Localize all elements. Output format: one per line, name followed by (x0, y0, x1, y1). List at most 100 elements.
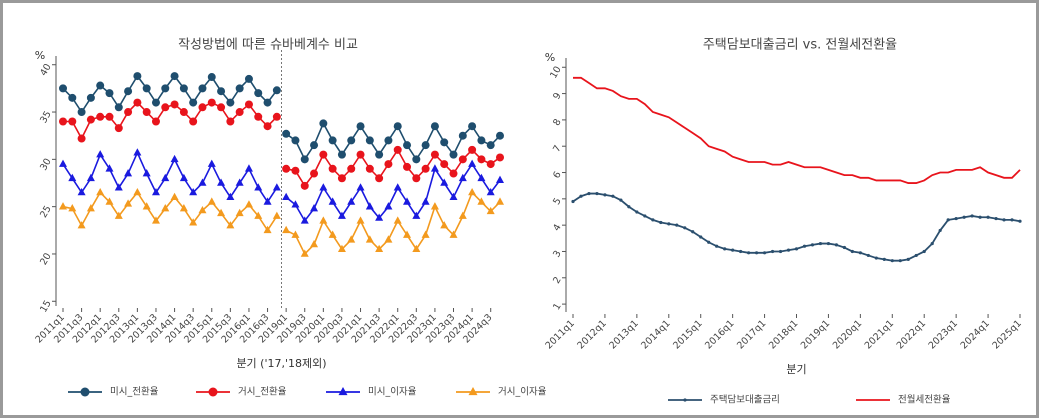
marker (105, 164, 114, 172)
marker (179, 204, 188, 212)
marker (675, 223, 679, 227)
marker (571, 199, 575, 204)
marker (930, 241, 934, 246)
marker (319, 216, 328, 224)
marker (421, 230, 430, 238)
marker (300, 216, 309, 224)
marker (59, 117, 67, 126)
marker (254, 112, 263, 121)
marker (282, 164, 291, 173)
marker (347, 235, 356, 243)
marker (496, 131, 504, 140)
marker (486, 206, 495, 215)
marker (365, 164, 374, 173)
marker (477, 155, 486, 164)
marker (272, 183, 281, 191)
marker (850, 249, 854, 254)
y-tick-label: 8 (551, 117, 564, 128)
marker (882, 257, 886, 261)
marker (86, 173, 95, 182)
y-tick-label: 1 (551, 301, 564, 312)
marker (986, 215, 990, 219)
marker (337, 244, 346, 253)
marker (86, 115, 95, 124)
legend-label: 미시_이자율 (368, 387, 417, 398)
marker (683, 398, 687, 402)
marker (151, 98, 160, 107)
marker (651, 218, 655, 222)
marker (189, 117, 198, 126)
marker (226, 192, 235, 200)
marker (906, 257, 910, 261)
marker (356, 122, 365, 131)
marker (310, 141, 319, 150)
marker (874, 256, 878, 260)
marker (430, 202, 439, 210)
y-tick-label: 9 (551, 91, 564, 102)
legend-label: 거시_전환율 (238, 386, 287, 398)
marker (365, 136, 374, 145)
y-axis-label: % (545, 51, 555, 64)
marker (96, 150, 105, 158)
marker (619, 198, 623, 202)
marker (96, 81, 105, 90)
marker (77, 187, 86, 196)
marker (254, 183, 263, 191)
marker (207, 159, 216, 167)
marker (922, 249, 926, 254)
marker (217, 87, 226, 96)
marker (384, 235, 393, 243)
marker (603, 193, 607, 197)
marker (403, 141, 412, 150)
marker (770, 249, 775, 254)
marker (217, 208, 226, 217)
marker (1018, 219, 1022, 223)
marker (393, 145, 402, 154)
marker (347, 136, 356, 145)
series-line (573, 76, 1021, 184)
y-tick-label: 4 (551, 222, 564, 233)
marker (272, 86, 281, 95)
marker (105, 89, 114, 98)
marker (778, 249, 783, 254)
marker (731, 248, 735, 252)
marker (842, 245, 846, 250)
marker (421, 141, 430, 150)
series-line (62, 150, 278, 204)
marker (611, 194, 615, 198)
marker (970, 214, 974, 218)
marker (254, 89, 263, 98)
marker (170, 100, 179, 109)
marker (133, 98, 142, 107)
marker (319, 119, 328, 128)
marker (393, 183, 402, 191)
marker (866, 253, 870, 258)
marker (699, 235, 703, 239)
marker (96, 187, 105, 196)
series-line (285, 191, 501, 256)
marker (375, 213, 384, 221)
marker (683, 226, 687, 230)
marker (337, 150, 346, 159)
marker (810, 243, 815, 247)
marker (496, 197, 504, 205)
marker (477, 197, 486, 205)
marker (272, 211, 281, 219)
marker (802, 244, 807, 248)
marker (468, 387, 478, 396)
marker (319, 183, 328, 191)
marker (328, 136, 337, 145)
marker (1010, 218, 1014, 222)
marker (114, 124, 123, 133)
marker (68, 173, 77, 182)
marker (430, 150, 439, 159)
marker (430, 122, 439, 131)
marker (161, 103, 170, 112)
marker (235, 178, 244, 186)
y-tick-label: 15 (38, 299, 54, 315)
marker (468, 122, 477, 131)
marker (310, 169, 319, 178)
marker (198, 178, 207, 186)
marker (226, 221, 235, 229)
